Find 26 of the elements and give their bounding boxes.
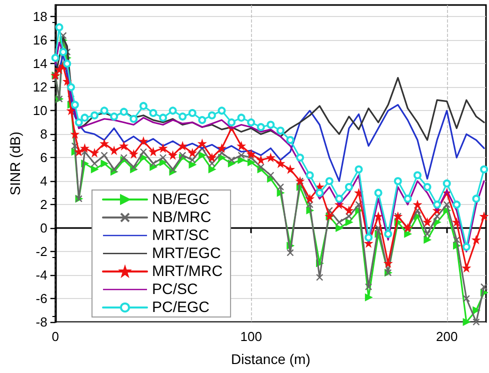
y-tick-label: -2 [36,244,48,260]
y-axis-title: SINR (dB) [7,132,23,196]
y-tick-label: -8 [36,314,48,330]
legend-label: MRT/EGC [152,245,222,262]
y-tick-label: 16 [32,32,48,48]
x-tick-label: 100 [240,329,262,344]
legend-label: NB/EGC [152,191,210,208]
x-tick-label: 200 [436,329,458,344]
legend-label: PC/SC [152,281,198,298]
y-tick-label: -4 [36,268,48,283]
x-axis-title: Distance (m) [231,351,310,367]
y-tick-label: 14 [32,56,48,72]
legend-label: PC/EGC [152,299,210,316]
legend-label: MRT/MRC [152,263,223,280]
y-tick-label: 2 [40,197,48,212]
y-tick-label: 0 [40,220,48,236]
y-tick-label: 6 [40,150,48,166]
x-tick-label: 0 [52,329,59,344]
y-tick-label: 12 [32,80,48,95]
y-tick-label: 8 [40,126,48,142]
legend-label: NB/MRC [152,209,212,226]
y-tick-label: 4 [40,174,48,189]
legend-label: MRT/SC [152,227,210,244]
y-tick-label: -6 [36,291,48,306]
y-tick-label: 10 [32,103,48,118]
y-tick-label: 18 [32,9,48,24]
